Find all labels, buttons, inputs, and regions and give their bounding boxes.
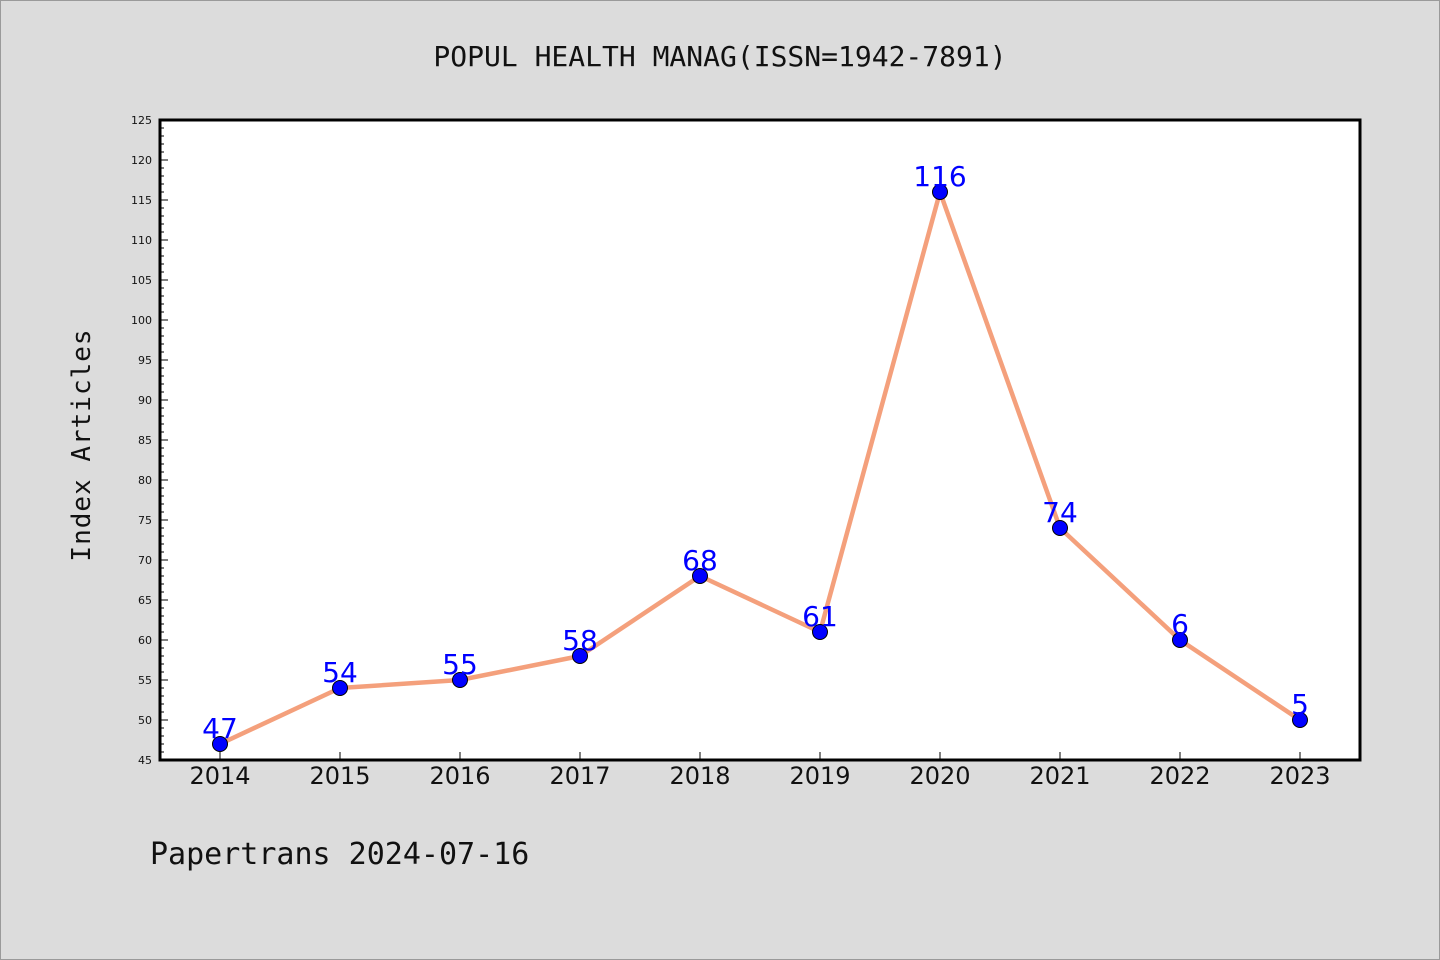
x-tick-label: 2014 [189, 762, 250, 790]
data-point [212, 736, 228, 752]
y-tick-label: 120 [131, 154, 152, 167]
y-tick-label: 70 [138, 554, 152, 567]
x-tick-label: 2019 [789, 762, 850, 790]
data-point [812, 624, 828, 640]
data-point [572, 648, 588, 664]
series-group [212, 184, 1308, 752]
chart-title: POPUL HEALTH MANAG(ISSN=1942-7891) [433, 40, 1006, 73]
data-point [332, 680, 348, 696]
y-tick-label: 50 [138, 714, 152, 727]
data-label: 6 [1171, 608, 1189, 641]
data-label: 5 [1291, 688, 1309, 721]
y-tick-label: 85 [138, 434, 152, 447]
y-tick-label: 90 [138, 394, 152, 407]
y-axis-label: Index Articles [67, 328, 97, 561]
data-label: 58 [562, 624, 598, 657]
data-point [1172, 632, 1188, 648]
x-tick-label: 2021 [1029, 762, 1090, 790]
y-tick-label: 80 [138, 474, 152, 487]
data-label: 116 [913, 160, 966, 193]
data-label: 54 [322, 656, 358, 689]
data-point [932, 184, 948, 200]
x-tick-label: 2015 [309, 762, 370, 790]
y-tick-label: 100 [131, 314, 152, 327]
x-axis: 2014 2015 2016 2017 2018 2019 2020 2021 2022 2023 [189, 752, 1331, 790]
footer-text: Papertrans 2024-07-16 [150, 837, 529, 872]
data-labels: 47 54 55 58 68 61 116 74 6 5 [202, 160, 1309, 745]
data-label: 74 [1042, 496, 1078, 529]
data-point [692, 568, 708, 584]
x-tick-label: 2017 [549, 762, 610, 790]
y-axis: 45 50 55 60 65 70 75 80 85 90 95 100 105 110 115 120 125 [131, 114, 168, 767]
x-tick-label: 2023 [1269, 762, 1330, 790]
data-label: 55 [442, 648, 478, 681]
y-tick-label: 45 [138, 754, 152, 767]
data-label: 47 [202, 712, 238, 745]
data-label: 61 [802, 600, 838, 633]
y-tick-label: 60 [138, 634, 152, 647]
data-point [1292, 712, 1308, 728]
data-point [452, 672, 468, 688]
x-tick-label: 2016 [429, 762, 490, 790]
x-tick-label: 2022 [1149, 762, 1210, 790]
y-tick-label: 125 [131, 114, 152, 127]
y-tick-label: 105 [131, 274, 152, 287]
y-tick-label: 110 [131, 234, 152, 247]
y-tick-label: 115 [131, 194, 152, 207]
plot-area [158, 118, 1362, 762]
series-line [217, 189, 1303, 747]
y-tick-label: 65 [138, 594, 152, 607]
x-tick-label: 2018 [669, 762, 730, 790]
x-tick-label: 2020 [909, 762, 970, 790]
y-tick-label: 75 [138, 514, 152, 527]
y-tick-label: 95 [138, 354, 152, 367]
data-point [1052, 520, 1068, 536]
y-tick-label: 55 [138, 674, 152, 687]
data-label: 68 [682, 544, 718, 577]
